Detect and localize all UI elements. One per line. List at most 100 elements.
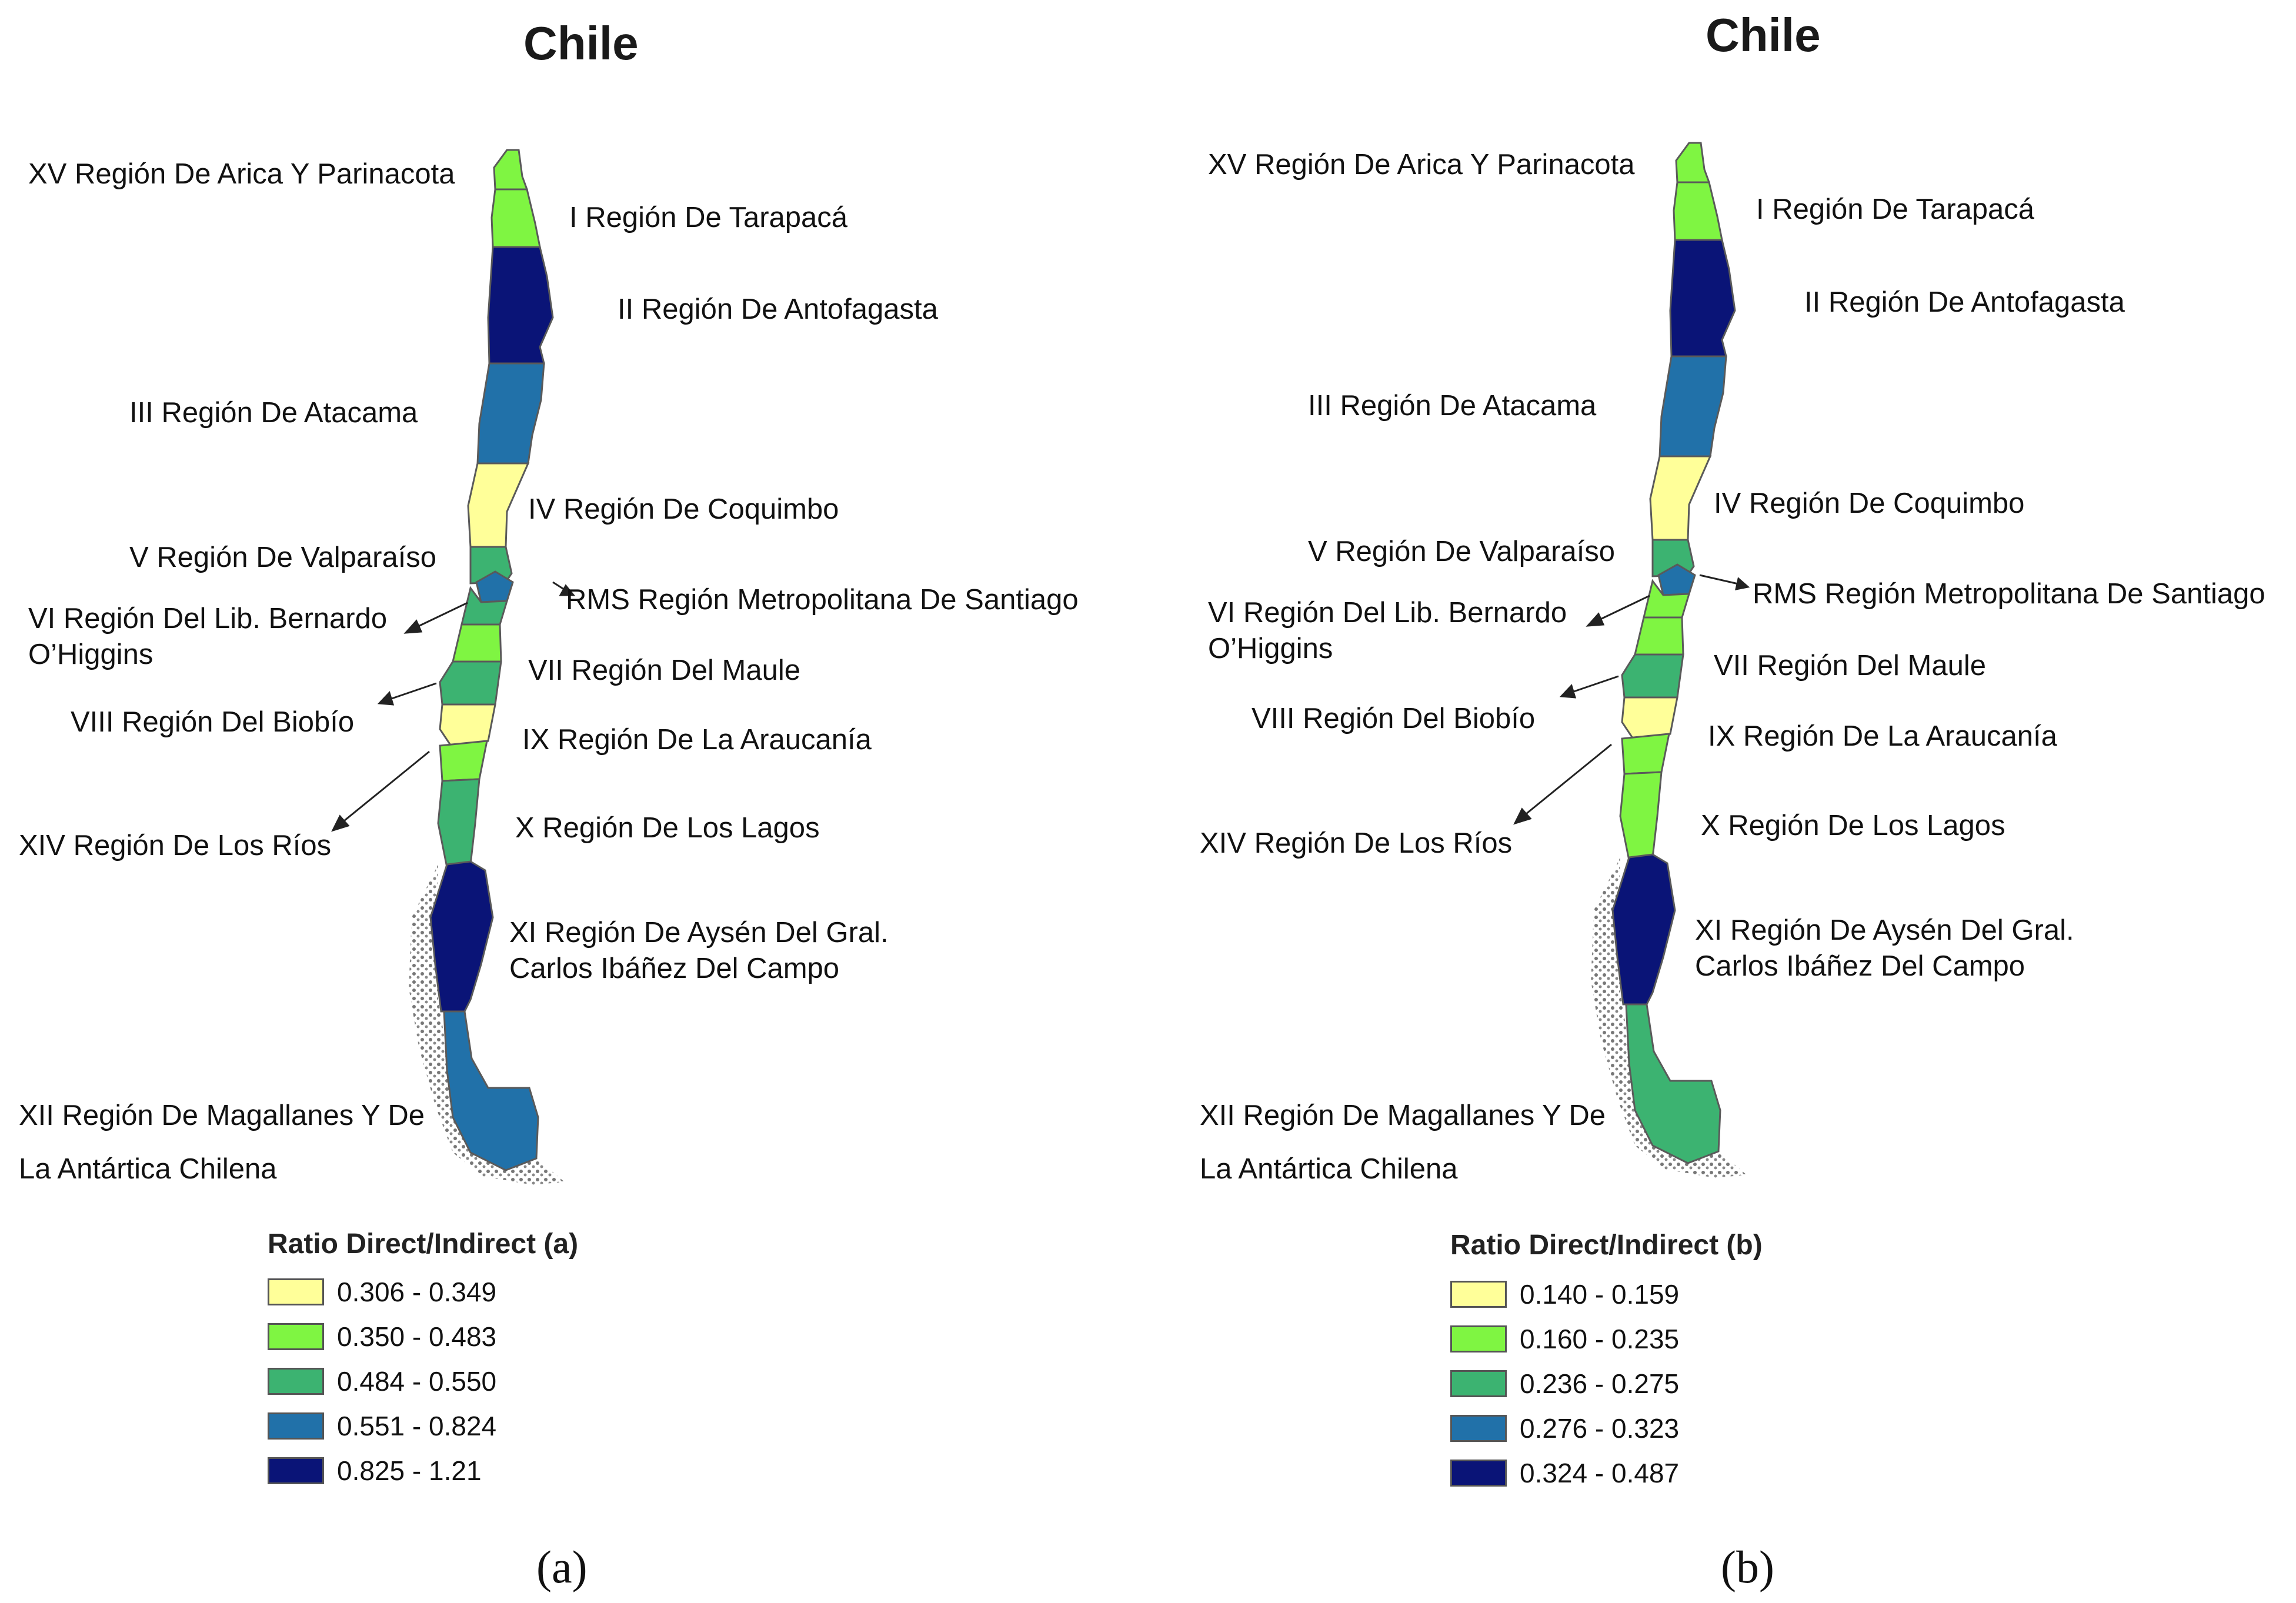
region-VII[interactable]	[1634, 616, 1684, 656]
region-X[interactable]	[437, 778, 480, 869]
panel-caption: (a)	[536, 1541, 588, 1592]
region-XII[interactable]	[443, 1010, 539, 1171]
legend-item: 0.551 - 0.824	[268, 1411, 496, 1441]
legend-item: 0.306 - 0.349	[268, 1277, 496, 1307]
region-V[interactable]	[1651, 539, 1695, 577]
region-label-III: III Región De Atacama	[129, 397, 418, 429]
legend-swatch	[268, 1412, 324, 1440]
region-II[interactable]	[1669, 239, 1736, 358]
legend-swatch	[268, 1368, 324, 1395]
leader-arrow	[1596, 595, 1650, 622]
arrow-head	[331, 814, 350, 832]
region-VII[interactable]	[452, 623, 502, 663]
legend-label: 0.350 - 0.483	[337, 1321, 497, 1352]
region-label-IV: IV Región De Coquimbo	[528, 493, 839, 525]
legend-swatch	[1450, 1370, 1507, 1397]
region-label-XV: XV Región De Arica Y Parinacota	[28, 158, 455, 190]
region-XV[interactable]	[1675, 142, 1711, 183]
legend-swatch	[268, 1278, 324, 1305]
legend-item: 0.140 - 0.159	[1450, 1279, 1680, 1310]
islands-fragment	[409, 864, 565, 1185]
leader-arrow	[388, 682, 437, 701]
region-label-V: V Región De Valparaíso	[1308, 536, 1616, 567]
region-I[interactable]	[1673, 181, 1723, 241]
region-label-II: II Región De Antofagasta	[618, 293, 938, 325]
region-label-VIII: VIII Región Del Biobío	[71, 706, 355, 738]
legend-label: 0.825 - 1.21	[337, 1455, 482, 1486]
region-label-I: I Región De Tarapacá	[569, 202, 848, 233]
leader-arrow	[341, 750, 430, 824]
map-panel-b: Chile	[1182, 0, 2296, 1603]
region-I[interactable]	[490, 188, 541, 248]
legend-swatch	[268, 1323, 324, 1350]
legend-item: 0.276 - 0.323	[1450, 1413, 1680, 1444]
arrow-head	[403, 619, 423, 634]
region-IV[interactable]	[467, 462, 530, 548]
arrow-head	[377, 691, 395, 706]
region-label-IX: IX Región De La Araucanía	[522, 724, 872, 756]
legend-swatch	[1450, 1325, 1507, 1352]
legend-label: 0.236 - 0.275	[1520, 1368, 1680, 1399]
region-label-XII: XII Región De Magallanes Y De La Antárti…	[1200, 1100, 1606, 1185]
region-V[interactable]	[469, 546, 513, 585]
arrow-head	[559, 584, 576, 596]
panel-caption: (b)	[1721, 1541, 1774, 1592]
legend-swatch	[1450, 1460, 1507, 1487]
region-label-RMS: RMS Región Metropolitana De Santiago	[566, 584, 1079, 616]
region-label-X: X Región De Los Lagos	[1701, 810, 2005, 841]
legend-label: 0.551 - 0.824	[337, 1411, 497, 1441]
region-XIV[interactable]	[439, 740, 488, 782]
legend-label: 0.306 - 0.349	[337, 1277, 497, 1307]
region-VI[interactable]	[1643, 579, 1691, 619]
region-label-X: X Región De Los Lagos	[515, 812, 820, 844]
legend-label: 0.276 - 0.323	[1520, 1413, 1680, 1444]
region-XI[interactable]	[1611, 853, 1676, 1006]
region-XII[interactable]	[1625, 1003, 1721, 1164]
region-label-VIII: VIII Región Del Biobío	[1252, 703, 1536, 734]
chile-map	[331, 149, 576, 1185]
legend-label: 0.484 - 0.550	[337, 1366, 497, 1397]
legend-title: Ratio Direct/Indirect (a)	[268, 1228, 579, 1260]
region-label-XII: XII Región De Magallanes Y De La Antárti…	[19, 1100, 425, 1185]
region-III[interactable]	[476, 362, 545, 465]
region-XI[interactable]	[429, 860, 494, 1013]
region-XIV[interactable]	[1621, 733, 1670, 775]
region-label-IX: IX Región De La Araucanía	[1708, 720, 2057, 752]
legend-item: 0.160 - 0.235	[1450, 1324, 1679, 1354]
region-VIII[interactable]	[439, 660, 502, 706]
map-title: Chile	[1706, 9, 1821, 61]
region-III[interactable]	[1658, 355, 1727, 457]
arrow-head	[1735, 577, 1750, 590]
region-X[interactable]	[1619, 771, 1663, 861]
region-label-III: III Región De Atacama	[1308, 390, 1597, 422]
region-IV[interactable]	[1649, 455, 1712, 541]
legend-label: 0.140 - 0.159	[1520, 1279, 1680, 1310]
region-label-XV: XV Región De Arica Y Parinacota	[1208, 149, 1635, 181]
region-label-VII: VII Región Del Maule	[528, 654, 801, 686]
arrow-head	[1586, 612, 1605, 627]
legend-swatch	[1450, 1281, 1507, 1308]
region-label-V: V Región De Valparaíso	[129, 542, 437, 573]
region-label-II: II Región De Antofagasta	[1804, 286, 2125, 318]
legend-swatch	[268, 1457, 324, 1484]
legend-item: 0.484 - 0.550	[268, 1366, 497, 1397]
region-RMS[interactable]	[1657, 563, 1696, 596]
region-XV[interactable]	[493, 149, 529, 191]
region-label-XIV: XIV Región De Los Ríos	[19, 830, 332, 861]
legend-label: 0.324 - 0.487	[1520, 1458, 1680, 1488]
region-RMS[interactable]	[475, 570, 514, 603]
map-title: Chile	[523, 17, 639, 69]
legend-item: 0.350 - 0.483	[268, 1321, 497, 1352]
legend-item: 0.324 - 0.487	[1450, 1458, 1679, 1488]
region-label-VI: VI Región Del Lib. Bernardo O’Higgins	[1208, 597, 1567, 665]
region-label-VII: VII Región Del Maule	[1714, 650, 1987, 682]
legend-swatch	[1450, 1415, 1507, 1442]
region-label-IV: IV Región De Coquimbo	[1714, 487, 2025, 519]
leader-arrow	[1699, 574, 1741, 586]
region-label-XI: XI Región De Aysén Del Gral. Carlos Ibáñ…	[509, 917, 889, 985]
region-VI[interactable]	[460, 586, 509, 626]
map-panel-a: Chile	[19, 17, 1079, 1592]
region-II[interactable]	[487, 246, 554, 365]
leader-arrow	[414, 602, 468, 629]
region-VIII[interactable]	[1621, 653, 1684, 699]
